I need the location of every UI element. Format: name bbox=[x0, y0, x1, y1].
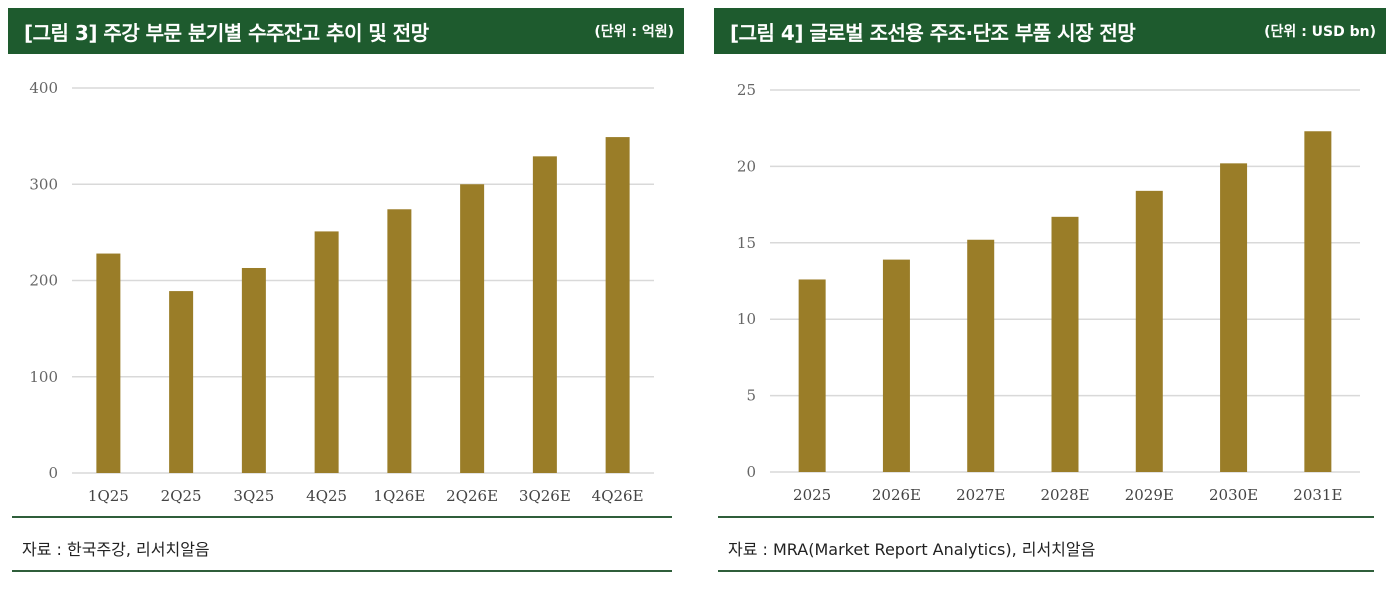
x-tick-label: 4Q25 bbox=[306, 487, 347, 505]
chart-title-bar: [그림 4] 글로벌 조선용 주조·단조 부품 시장 전망 (단위 : USD … bbox=[714, 8, 1386, 54]
bar bbox=[387, 209, 412, 473]
x-tick-label: 2026E bbox=[872, 486, 921, 504]
y-tick-label: 200 bbox=[29, 272, 58, 290]
y-tick-labels: 0 100 200 300 400 bbox=[29, 79, 58, 482]
x-tick-label: 2030E bbox=[1209, 486, 1258, 504]
bar bbox=[460, 184, 485, 473]
y-tick-label: 0 bbox=[48, 464, 58, 482]
y-tick-label: 5 bbox=[746, 387, 756, 405]
bar bbox=[169, 291, 194, 473]
y-tick-label: 300 bbox=[29, 175, 58, 193]
chart-panel-market: [그림 4] 글로벌 조선용 주조·단조 부품 시장 전망 (단위 : USD … bbox=[714, 0, 1386, 589]
chart-title: [그림 3] 주강 부문 분기별 수주잔고 추이 및 전망 bbox=[24, 20, 429, 45]
bars bbox=[96, 137, 630, 473]
x-tick-label: 2029E bbox=[1125, 486, 1174, 504]
source-divider-top bbox=[718, 516, 1374, 518]
y-tick-label: 400 bbox=[29, 79, 58, 97]
x-tick-label: 1Q26E bbox=[373, 487, 425, 505]
bar bbox=[532, 156, 557, 473]
x-tick-label: 2027E bbox=[956, 486, 1005, 504]
source-divider-bottom bbox=[12, 570, 672, 572]
x-tick-labels: 1Q25 2Q25 3Q25 4Q25 1Q26E 2Q26E 3Q26E 4Q26E bbox=[88, 487, 644, 505]
x-tick-label: 2031E bbox=[1293, 486, 1342, 504]
source-divider-bottom bbox=[718, 570, 1374, 572]
x-tick-label: 1Q25 bbox=[88, 487, 129, 505]
y-tick-label: 15 bbox=[737, 234, 756, 252]
x-tick-label: 2025 bbox=[793, 486, 831, 504]
y-tick-label: 10 bbox=[737, 310, 756, 328]
bar bbox=[1135, 190, 1163, 472]
bar bbox=[1051, 216, 1079, 472]
x-tick-labels: 2025 2026E 2027E 2028E 2029E 2030E 2031E bbox=[793, 486, 1342, 504]
x-tick-label: 4Q26E bbox=[592, 487, 644, 505]
source-note: 자료 : 한국주강, 리서치알음 bbox=[22, 540, 210, 559]
chart-panel-backlog: [그림 3] 주강 부문 분기별 수주잔고 추이 및 전망 (단위 : 억원) … bbox=[8, 0, 684, 589]
y-tick-label: 0 bbox=[746, 463, 756, 481]
y-tick-label: 20 bbox=[737, 157, 756, 175]
bar bbox=[967, 239, 995, 472]
bar bbox=[1304, 131, 1332, 473]
bars bbox=[798, 131, 1332, 473]
chart-title: [그림 4] 글로벌 조선용 주조·단조 부품 시장 전망 bbox=[730, 20, 1136, 45]
source-divider-top bbox=[12, 516, 672, 518]
bar bbox=[605, 137, 630, 473]
bar bbox=[1220, 163, 1248, 472]
chart-unit: (단위 : 억원) bbox=[594, 24, 674, 40]
x-tick-label: 2Q26E bbox=[446, 487, 498, 505]
x-tick-label: 3Q25 bbox=[233, 487, 274, 505]
y-tick-labels: 0 5 10 15 20 25 bbox=[737, 81, 756, 481]
bar bbox=[314, 231, 339, 473]
bar-chart-backlog: 0 100 200 300 400 1Q25 2Q25 3Q25 4Q25 1Q26E 2Q26E 3… bbox=[29, 79, 654, 505]
y-tick-label: 100 bbox=[29, 368, 58, 386]
bar bbox=[96, 253, 121, 473]
bar bbox=[882, 259, 910, 472]
chart-unit: (단위 : USD bn) bbox=[1264, 24, 1376, 40]
x-tick-label: 2Q25 bbox=[161, 487, 202, 505]
x-tick-label: 2028E bbox=[1040, 486, 1089, 504]
gridlines bbox=[72, 87, 654, 474]
source-note: 자료 : MRA(Market Report Analytics), 리서치알음 bbox=[728, 540, 1096, 559]
chart-title-bar: [그림 3] 주강 부문 분기별 수주잔고 추이 및 전망 (단위 : 억원) bbox=[8, 8, 684, 54]
x-tick-label: 3Q26E bbox=[519, 487, 571, 505]
bar bbox=[798, 279, 826, 472]
bar bbox=[241, 267, 266, 473]
y-tick-label: 25 bbox=[737, 81, 756, 99]
